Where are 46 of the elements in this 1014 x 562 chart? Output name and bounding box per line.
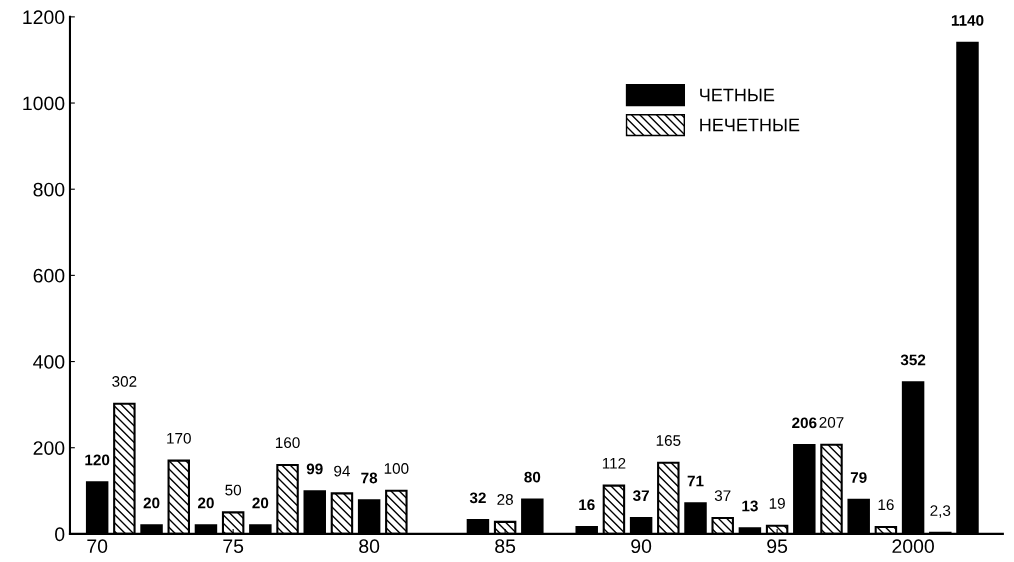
data-label: 19 bbox=[769, 497, 785, 509]
y-tick-label: 1000 bbox=[23, 96, 65, 111]
data-label: 165 bbox=[656, 435, 681, 446]
x-tick-label: 75 bbox=[223, 539, 244, 554]
data-label: 1140 bbox=[951, 14, 984, 26]
data-label: 302 bbox=[112, 376, 137, 387]
data-label: 2,3 bbox=[930, 505, 951, 518]
data-label: 20 bbox=[143, 497, 160, 509]
x-tick-label: 70 bbox=[87, 539, 108, 554]
x-tick-label: 90 bbox=[631, 539, 652, 554]
legend-label: ЧЕТНЫЕ bbox=[700, 88, 775, 102]
data-label: 170 bbox=[167, 432, 191, 444]
y-tick-label: 0 bbox=[55, 527, 65, 542]
data-label: 16 bbox=[878, 499, 894, 511]
y-tick-label: 600 bbox=[33, 268, 65, 283]
legend-label: НЕЧЕТНЫЕ bbox=[700, 118, 800, 132]
data-label: 207 bbox=[819, 416, 844, 428]
data-label: 80 bbox=[524, 471, 541, 483]
data-label: 37 bbox=[714, 490, 731, 502]
y-tick-label: 400 bbox=[33, 355, 65, 369]
data-label: 37 bbox=[632, 490, 649, 502]
data-label: 160 bbox=[275, 437, 300, 449]
y-tick-label: 1200 bbox=[23, 10, 65, 25]
data-label: 50 bbox=[225, 484, 242, 496]
data-label: 20 bbox=[197, 497, 214, 509]
data-label: 16 bbox=[579, 499, 595, 511]
data-label: 100 bbox=[384, 463, 409, 474]
data-label: 20 bbox=[252, 497, 269, 509]
data-label: 28 bbox=[497, 494, 513, 505]
x-tick-label: 95 bbox=[767, 539, 788, 554]
y-tick-label: 800 bbox=[33, 182, 65, 197]
data-label: 13 bbox=[742, 500, 758, 512]
data-label: 206 bbox=[792, 417, 817, 429]
data-label: 32 bbox=[469, 492, 486, 504]
x-tick-label: 2000 bbox=[892, 539, 934, 554]
data-label: 78 bbox=[361, 472, 378, 484]
data-label: 79 bbox=[850, 472, 867, 483]
data-label: 71 bbox=[687, 475, 704, 487]
data-label: 99 bbox=[306, 463, 323, 475]
x-tick-label: 80 bbox=[359, 539, 380, 554]
y-tick-label: 200 bbox=[33, 441, 65, 455]
x-tick-label: 85 bbox=[495, 539, 516, 554]
data-label: 352 bbox=[900, 354, 926, 366]
data-label: 120 bbox=[85, 454, 110, 466]
data-label: 112 bbox=[602, 457, 626, 469]
data-label: 94 bbox=[334, 465, 350, 477]
